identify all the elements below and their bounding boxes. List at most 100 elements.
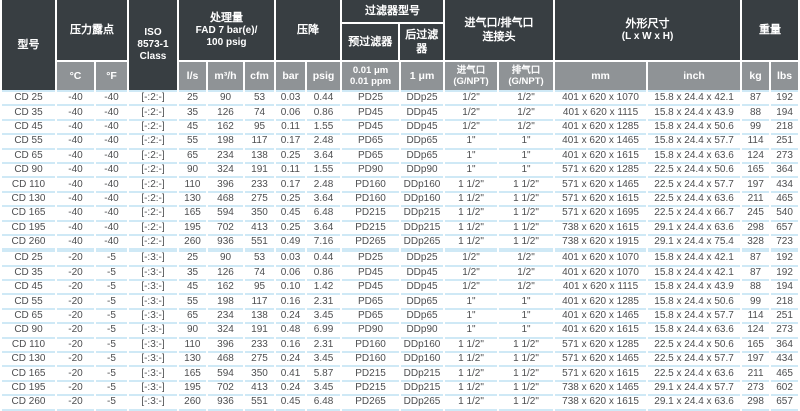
cell: 65 <box>179 309 206 325</box>
cell: 396 <box>208 338 243 354</box>
cell: 0.03 <box>276 90 306 107</box>
cell: 465 <box>771 192 799 208</box>
cell: -40 <box>57 149 94 164</box>
cell: -40 <box>57 221 94 236</box>
cell: 251 <box>771 135 799 150</box>
cell: 413 <box>245 381 275 397</box>
cell: 0.86 <box>307 266 341 282</box>
col-group-capacity: 处理量 FAD 7 bar(e)/ 100 psig <box>179 0 275 60</box>
cell: 15.8 x 24.4 x 42.1 <box>648 250 741 267</box>
cell: DDp45 <box>401 106 444 121</box>
cell: 233 <box>245 338 275 354</box>
cell: 1" <box>445 149 498 164</box>
cell: 130 <box>179 192 206 208</box>
cell: 88 <box>742 281 770 296</box>
cell: 571 x 620 x 1695 <box>555 207 647 222</box>
cell: [-:2:-] <box>129 163 177 179</box>
model-label: 型号 <box>17 39 40 51</box>
cell: 1 1/2" <box>445 353 498 368</box>
filter-title: 过滤器型号 <box>342 0 444 24</box>
cell: -40 <box>57 207 94 222</box>
cell: 6.48 <box>307 396 341 411</box>
cell: 324 <box>208 324 243 339</box>
cell: 1 1/2" <box>445 381 498 397</box>
weight-label: 重量 <box>759 24 782 36</box>
cell: PD45 <box>342 106 400 121</box>
cell: [-:3:-] <box>129 266 177 282</box>
cell: -5 <box>96 381 127 397</box>
unit-outlet: 排气口 (G/NPT) <box>499 60 554 90</box>
table-row: CD 110 -40 -40 [-:2:-] 110 396 233 0.17 2.48 PD16… <box>2 178 799 193</box>
cell: 3.45 <box>307 309 341 325</box>
cell: -40 <box>96 178 127 193</box>
cell: [-:2:-] <box>129 221 177 236</box>
cell: PD45 <box>342 120 400 136</box>
cell: -5 <box>96 295 127 310</box>
cell: 1" <box>445 324 498 339</box>
cell: 1 1/2" <box>445 338 498 354</box>
cell: PD160 <box>342 338 400 354</box>
cell: 15.8 x 24.4 x 43.9 <box>648 281 741 296</box>
cell: 90 <box>208 90 243 107</box>
cell: 211 <box>742 192 770 208</box>
cell: 1/2" <box>499 250 554 267</box>
unit-lbs: lbs <box>771 60 799 90</box>
cell: 1" <box>499 295 554 310</box>
cell: 87 <box>742 90 770 107</box>
table-header: 型号 压力露点 ISO 8573-1 Class 处理量 FAD 7 bar(e… <box>2 0 799 90</box>
cell: 0.25 <box>276 221 306 236</box>
table-row: CD 35 -40 -40 [-:2:-] 35 126 74 0.06 0.86 PD45 DDp… <box>2 106 799 121</box>
cell: -40 <box>57 106 94 121</box>
cell: 45 <box>179 281 206 296</box>
cell: PD65 <box>342 295 400 310</box>
cell: 45 <box>179 120 206 136</box>
table-row: CD 55 -20 -5 [-:3:-] 55 198 117 0.16 2.31 PD65 DDp… <box>2 295 799 310</box>
cell: 0.49 <box>276 235 306 251</box>
unit-ls: l/s <box>179 60 206 90</box>
cell: 0.25 <box>276 192 306 208</box>
cell: DDp65 <box>401 295 444 310</box>
cell: 194 <box>771 106 799 121</box>
cell: DDp65 <box>401 309 444 325</box>
model-cell: CD 90 <box>2 324 55 339</box>
cell: PD265 <box>342 396 400 411</box>
cell: 401 x 620 x 1285 <box>555 120 647 136</box>
cell: 251 <box>771 309 799 325</box>
model-cell: CD 110 <box>2 338 55 354</box>
cell: 275 <box>245 192 275 208</box>
cell: -40 <box>96 221 127 236</box>
table-row: CD 165 -20 -5 [-:3:-] 165 594 350 0.41 5.87 PD215… <box>2 367 799 382</box>
cell: 114 <box>742 135 770 150</box>
cell: 165 <box>742 163 770 179</box>
cell: [-:3:-] <box>129 309 177 325</box>
cell: 350 <box>245 207 275 222</box>
unit-fahrenheit: °F <box>96 60 127 90</box>
cell: PD215 <box>342 207 400 222</box>
cell: 55 <box>179 295 206 310</box>
cell: 3.64 <box>307 192 341 208</box>
cell: 657 <box>771 396 799 411</box>
prefilter-label: 预过滤器 <box>342 24 401 60</box>
col-group-filter: 过滤器型号 预过滤器 后过滤器 <box>342 0 444 60</box>
cell: 401 x 620 x 1465 <box>555 309 647 325</box>
cell: 15.8 x 24.4 x 63.6 <box>648 324 741 339</box>
cell: 2.48 <box>307 178 341 193</box>
cell: DDp215 <box>401 221 444 236</box>
table-row: CD 55 -40 -40 [-:2:-] 55 198 117 0.17 2.48 PD65 DD… <box>2 135 799 150</box>
unit-psig: psig <box>307 60 341 90</box>
cell: 738 x 620 x 1915 <box>555 235 647 251</box>
cell: DDp160 <box>401 338 444 354</box>
cell: 3.64 <box>307 221 341 236</box>
cell: DDp65 <box>401 135 444 150</box>
cell: 218 <box>771 120 799 136</box>
cell: 5.87 <box>307 367 341 382</box>
col-header-model: 型号 <box>2 0 55 90</box>
dew-point-label: 压力露点 <box>70 24 114 36</box>
model-cell: CD 130 <box>2 192 55 208</box>
cell: 195 <box>179 381 206 397</box>
cell: 198 <box>208 135 243 150</box>
cell: 197 <box>742 353 770 368</box>
cell: DDp215 <box>401 367 444 382</box>
cell: -40 <box>57 192 94 208</box>
